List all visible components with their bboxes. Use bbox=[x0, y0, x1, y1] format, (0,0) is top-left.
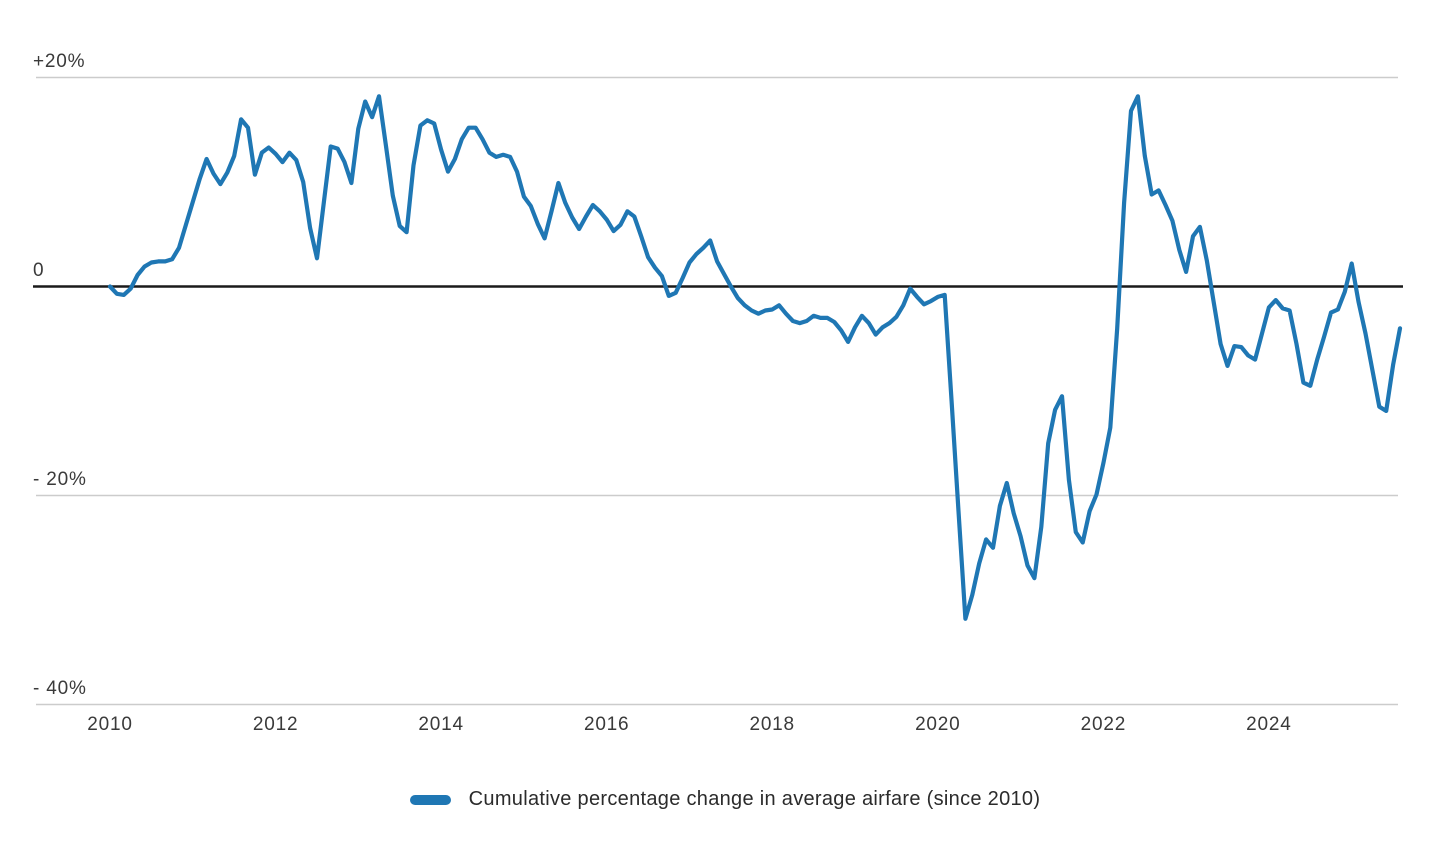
gridlines-group bbox=[33, 76, 1403, 706]
airfare-line-series bbox=[107, 94, 1403, 621]
legend-swatch bbox=[409, 794, 451, 805]
legend: Cumulative percentage change in average … bbox=[0, 788, 1450, 811]
legend-label: Cumulative percentage change in average … bbox=[468, 788, 1041, 810]
